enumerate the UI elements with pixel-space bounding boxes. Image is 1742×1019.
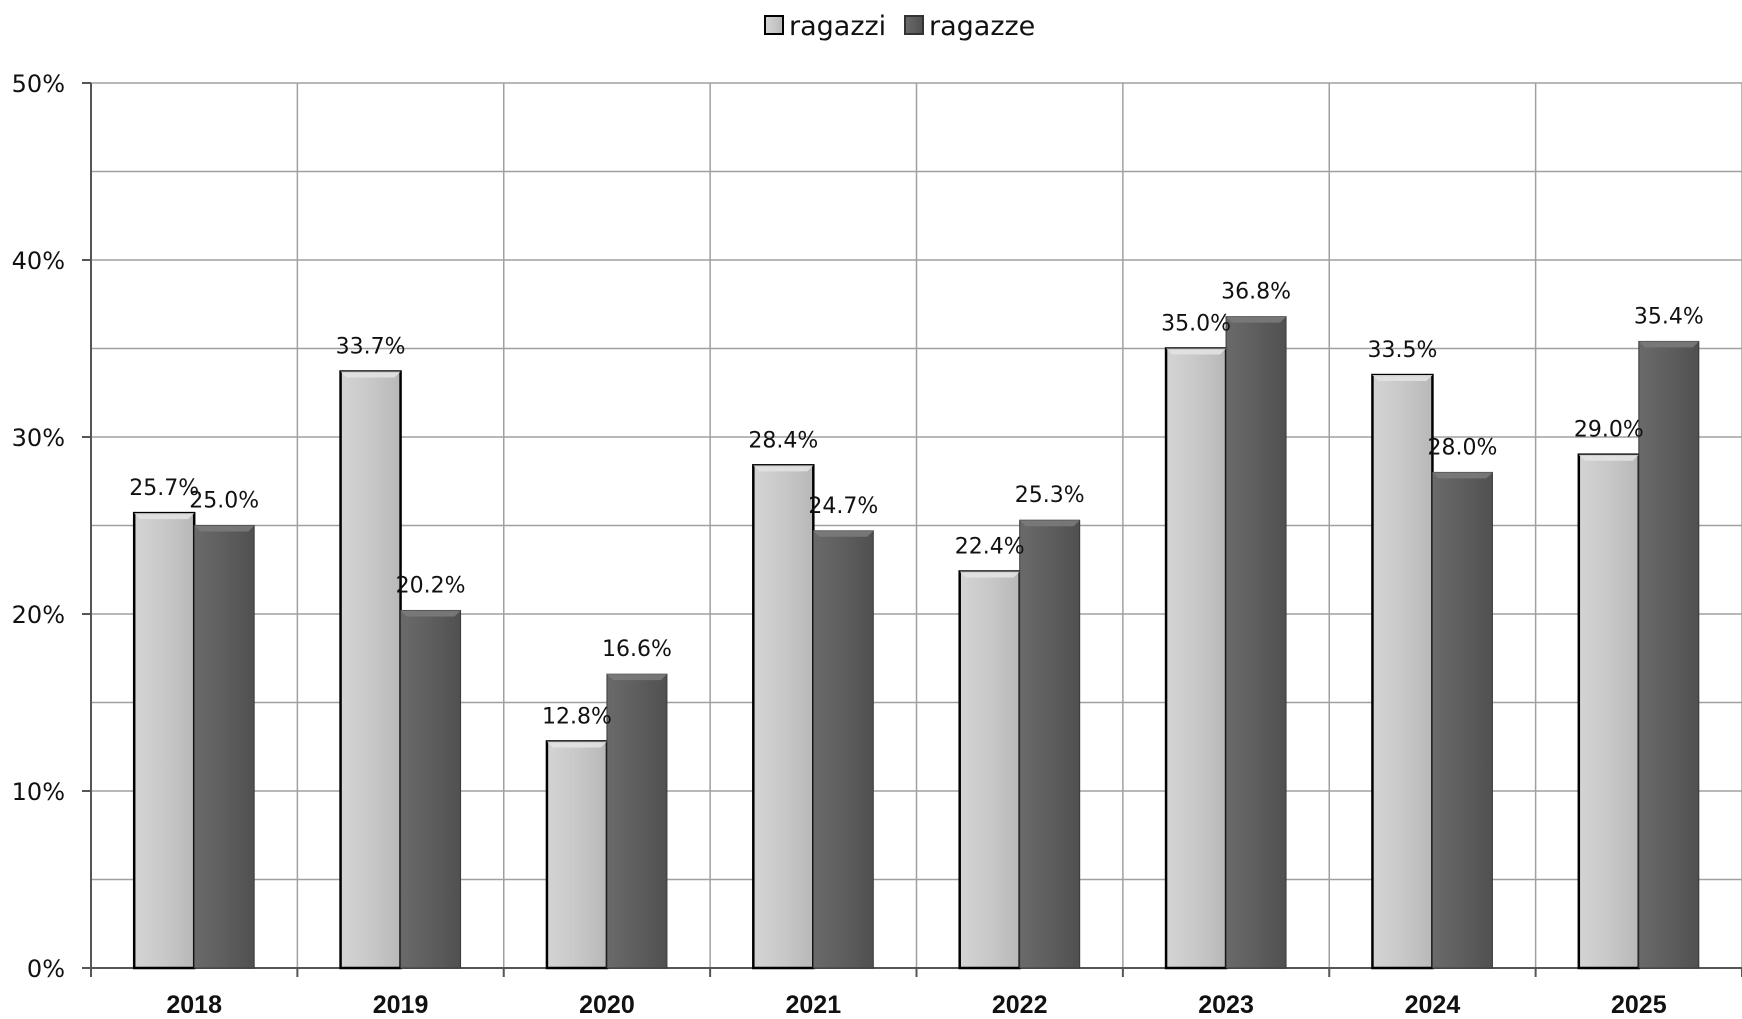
x-tick-label: 2022: [992, 991, 1048, 1019]
bar-body: [1431, 471, 1493, 969]
bar-ragazze-2025: [1638, 340, 1700, 969]
bar-body: [545, 740, 609, 970]
bar-ragazze-2021: [812, 530, 874, 969]
bar-body: [1164, 347, 1228, 970]
bar-bevel: [606, 674, 667, 681]
bar-ragazze-2024: [1431, 471, 1493, 969]
data-label-ragazzi-2020: 12.8%: [542, 704, 612, 729]
legend-label: ragazzi: [789, 11, 886, 42]
bar-bevel: [1226, 316, 1287, 323]
bar-bevel: [753, 465, 814, 472]
bar-body: [1371, 373, 1434, 970]
y-tick-label: 10%: [12, 778, 65, 806]
bar-ragazzi-2022: [958, 570, 1021, 970]
y-tick-label: 30%: [12, 424, 65, 452]
data-label-ragazzi-2023: 35.0%: [1161, 312, 1231, 337]
bar-bevel: [134, 513, 195, 520]
bar-bevel: [1372, 375, 1433, 382]
bar-body: [132, 511, 196, 970]
legend-swatch: [904, 15, 924, 35]
legend: ragazzi ragazze: [764, 11, 1035, 42]
bar-body: [193, 525, 255, 969]
data-label-ragazze-2022: 25.3%: [1015, 483, 1085, 508]
bar-ragazze-2022: [1019, 519, 1081, 969]
bar-body: [1638, 340, 1700, 969]
y-tick-label: 0%: [27, 955, 65, 983]
bar-body: [1019, 519, 1081, 969]
data-label-ragazze-2021: 24.7%: [808, 494, 878, 519]
x-tick-label: 2024: [1405, 991, 1461, 1019]
data-label-ragazzi-2022: 22.4%: [955, 535, 1025, 560]
bar-ragazze-2023: [1225, 316, 1287, 969]
y-tick-label: 20%: [12, 601, 65, 629]
y-tick-label: 50%: [12, 70, 65, 98]
data-label-ragazzi-2021: 28.4%: [748, 428, 818, 453]
legend-item-ragazze: ragazze: [904, 11, 1035, 42]
bar-body: [1225, 316, 1287, 969]
bar-ragazzi-2024: [1371, 373, 1434, 970]
y-tick-label: 40%: [12, 247, 65, 275]
legend-label: ragazze: [929, 11, 1035, 42]
legend-item-ragazzi: ragazzi: [764, 11, 886, 42]
bar-ragazzi-2020: [545, 740, 609, 970]
bar-bevel: [1019, 520, 1080, 527]
data-label-ragazze-2020: 16.6%: [602, 637, 672, 662]
bar-body: [752, 464, 815, 970]
x-tick-label: 2020: [579, 991, 635, 1019]
data-label-ragazze-2018: 25.0%: [189, 489, 259, 514]
bar-body: [1577, 453, 1641, 970]
bar-bevel: [340, 371, 401, 378]
bar-body: [958, 570, 1021, 970]
bar-ragazze-2020: [606, 673, 668, 969]
data-label-ragazzi-2025: 29.0%: [1574, 418, 1644, 443]
data-label-ragazze-2023: 36.8%: [1221, 280, 1291, 305]
bar-ragazzi-2025: [1577, 453, 1641, 970]
bar-bevel: [959, 571, 1020, 578]
bar-bevel: [1432, 472, 1493, 479]
bar-bevel: [1638, 341, 1699, 348]
legend-swatch: [764, 15, 784, 35]
bar-bevel: [400, 610, 461, 617]
bar-ragazzi-2018: [132, 511, 196, 970]
data-labels: 25.7% 33.7% 12.8% 28.4% 22.4% 35.0% 33.5% 29.0%…: [129, 280, 1704, 730]
bar-bevel: [1166, 348, 1227, 355]
data-label-ragazzi-2024: 33.5%: [1367, 338, 1437, 363]
x-tick-label: 2019: [373, 991, 429, 1019]
x-tick-label: 2018: [166, 991, 222, 1019]
data-label-ragazze-2019: 20.2%: [396, 573, 466, 598]
bar-body: [400, 609, 462, 969]
bar-ragazze-2018: [193, 525, 255, 969]
bar-bevel: [546, 741, 607, 748]
bar-bevel: [194, 525, 255, 532]
x-tick-label: 2023: [1198, 991, 1254, 1019]
bar-bevel: [1578, 454, 1639, 461]
bar-ragazze-2019: [400, 609, 462, 969]
data-label-ragazzi-2019: 33.7%: [336, 335, 406, 360]
bar-ragazzi-2023: [1164, 347, 1228, 970]
data-label-ragazze-2025: 35.4%: [1634, 304, 1704, 329]
bar-ragazzi-2021: [752, 464, 815, 970]
x-tick-label: 2021: [786, 991, 842, 1019]
data-label-ragazzi-2018: 25.7%: [129, 476, 199, 501]
bar-body: [339, 370, 402, 970]
bar-body: [606, 673, 668, 969]
bar-body: [812, 530, 874, 969]
bar-ragazzi-2019: [339, 370, 402, 970]
data-label-ragazze-2024: 28.0%: [1427, 435, 1497, 460]
bar-bevel: [813, 530, 874, 537]
bars: [132, 316, 1700, 970]
x-tick-label: 2025: [1611, 991, 1667, 1019]
grid: [91, 82, 1742, 968]
